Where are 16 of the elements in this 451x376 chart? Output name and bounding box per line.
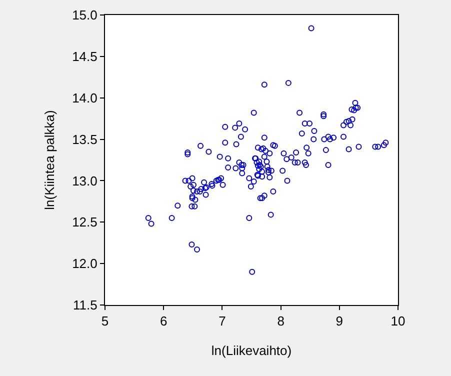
y-axis-title: ln(Kiintea palkka) xyxy=(42,110,58,210)
x-tick-label: 9 xyxy=(336,314,344,329)
y-tick-label: 15.0 xyxy=(72,8,98,23)
x-axis-title: ln(Liikevaihto) xyxy=(211,343,292,358)
y-tick-label: 13.0 xyxy=(72,173,98,188)
y-tick-label: 12.0 xyxy=(72,256,98,272)
x-tick-label: 6 xyxy=(160,314,168,329)
x-tick-label: 5 xyxy=(101,314,109,329)
x-tick-label: 10 xyxy=(390,314,406,329)
y-tick-label: 14.5 xyxy=(72,48,98,64)
y-tick-label: 13.5 xyxy=(72,132,98,147)
x-tick-label: 7 xyxy=(218,314,226,329)
x-tick-label: 8 xyxy=(277,314,284,329)
y-tick-label: 11.5 xyxy=(73,298,98,313)
y-tick-label: 12.5 xyxy=(72,214,98,230)
y-tick-label: 14.0 xyxy=(72,90,98,106)
